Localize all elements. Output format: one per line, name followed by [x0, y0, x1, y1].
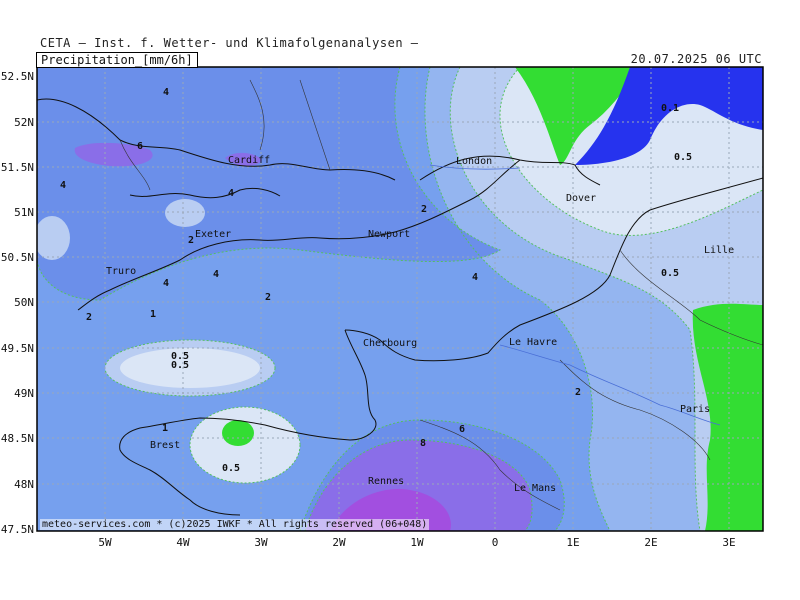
contour-line	[299, 419, 565, 531]
city-label: Newport	[368, 229, 410, 240]
contour-line	[424, 67, 611, 531]
contour-line	[304, 439, 533, 531]
contour-label: 0.1	[661, 103, 679, 114]
city-label: Paris	[680, 404, 710, 415]
product-title: CETA — Inst. f. Wetter- und Klimafolgena…	[40, 36, 419, 50]
lon-label: 3E	[722, 536, 735, 549]
lat-label: 51N	[14, 206, 34, 219]
city-label: Brest	[150, 440, 180, 451]
city-label: Dover	[566, 193, 596, 204]
graticule	[37, 67, 763, 531]
lon-label: 2E	[644, 536, 657, 549]
contour-label: 2	[265, 292, 271, 303]
lon-label: 3W	[254, 536, 268, 549]
lat-label: 51.5N	[1, 161, 34, 174]
contour-line	[189, 406, 301, 484]
contour-line	[449, 67, 701, 531]
lon-label: 4W	[176, 536, 190, 549]
shade-region	[165, 199, 205, 227]
lon-label: 1E	[566, 536, 579, 549]
lat-label: 49N	[14, 387, 34, 400]
contour-label: 4	[163, 87, 169, 98]
lon-label: 0	[492, 536, 499, 549]
contour-label: 1	[150, 309, 156, 320]
city-label: Rennes	[368, 476, 404, 487]
lat-label: 52N	[14, 116, 34, 129]
lon-label: 5W	[98, 536, 112, 549]
lat-label: 48.5N	[1, 432, 34, 445]
contour-label: 4	[60, 180, 66, 191]
contour-line	[37, 67, 502, 301]
lat-label: 48N	[14, 478, 34, 491]
contour-label: 4	[163, 278, 169, 289]
city-label: Exeter	[195, 229, 231, 240]
contour-label: 0.5	[171, 351, 189, 362]
rivers	[429, 164, 721, 426]
contour-label: 2	[575, 387, 581, 398]
lat-label: 52.5N	[1, 70, 34, 83]
contour-label: 1	[162, 423, 168, 434]
copyright-footer: meteo-services.com * (c)2025 IWKF * All …	[40, 519, 430, 530]
lat-label: 50.5N	[1, 251, 34, 264]
shade-region	[190, 407, 300, 483]
contour-label: 0.5	[674, 152, 692, 163]
city-label: Truro	[106, 266, 136, 277]
city-label: Le Mans	[514, 483, 556, 494]
shade-region	[120, 348, 260, 388]
contour-label: 0.5	[222, 463, 240, 474]
city-label: Le Havre	[509, 337, 557, 348]
city-label: Cherbourg	[363, 338, 417, 349]
lat-label: 50N	[14, 296, 34, 309]
city-label: Lille	[704, 245, 734, 256]
lat-label: 47.5N	[1, 523, 34, 536]
shade-region	[37, 216, 70, 260]
lon-label: 1W	[410, 536, 424, 549]
contour-label: 8	[420, 438, 426, 449]
lat-label: 49.5N	[1, 342, 34, 355]
dry-area	[515, 67, 640, 165]
contour-label: 0.5	[171, 360, 189, 371]
shade-region	[37, 67, 500, 300]
borders	[119, 79, 763, 511]
lon-label: 2W	[332, 536, 346, 549]
contour-label: 4	[228, 188, 234, 199]
contour-label: 4	[472, 272, 478, 283]
shade-region	[225, 152, 262, 166]
map-frame	[36, 66, 764, 532]
contour-label: 2	[188, 235, 194, 246]
contour-label: 4	[213, 269, 219, 280]
coastline	[37, 98, 763, 516]
shade-region	[74, 142, 153, 167]
contour-label: 6	[137, 141, 143, 152]
contour-label: 0.5	[661, 268, 679, 279]
dry-area	[222, 420, 254, 446]
dry-area	[575, 67, 763, 165]
dry-area	[692, 303, 763, 531]
city-label: London	[456, 156, 492, 167]
contour-label: 2	[86, 312, 92, 323]
variable-label: Precipitation_[mm/6h]	[36, 52, 198, 68]
valid-datetime: 20.07.2025 06 UTC	[630, 52, 762, 66]
contour-label: 6	[459, 424, 465, 435]
contour-label: 2	[421, 204, 427, 215]
contour-line	[499, 67, 763, 236]
city-label: Cardiff	[228, 155, 270, 166]
